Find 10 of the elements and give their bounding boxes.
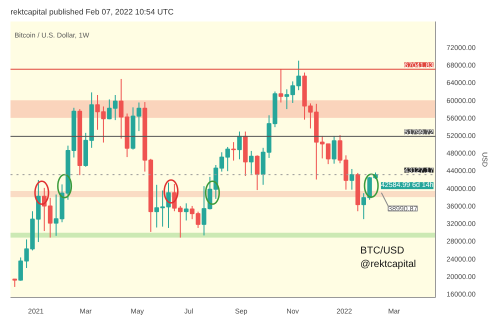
candlestick [350, 168, 354, 190]
candlestick [184, 202, 189, 221]
candlestick [332, 135, 336, 164]
candlestick [278, 68, 284, 103]
candlestick [231, 142, 236, 162]
candlestick [254, 154, 260, 191]
candlestick [248, 150, 254, 174]
annotation: BTC/USD @rektcapital [360, 246, 416, 270]
chart-subtitle: rektcapital published Feb 07, 2022 10:54 UTC [10, 8, 174, 16]
candlestick [237, 131, 242, 160]
